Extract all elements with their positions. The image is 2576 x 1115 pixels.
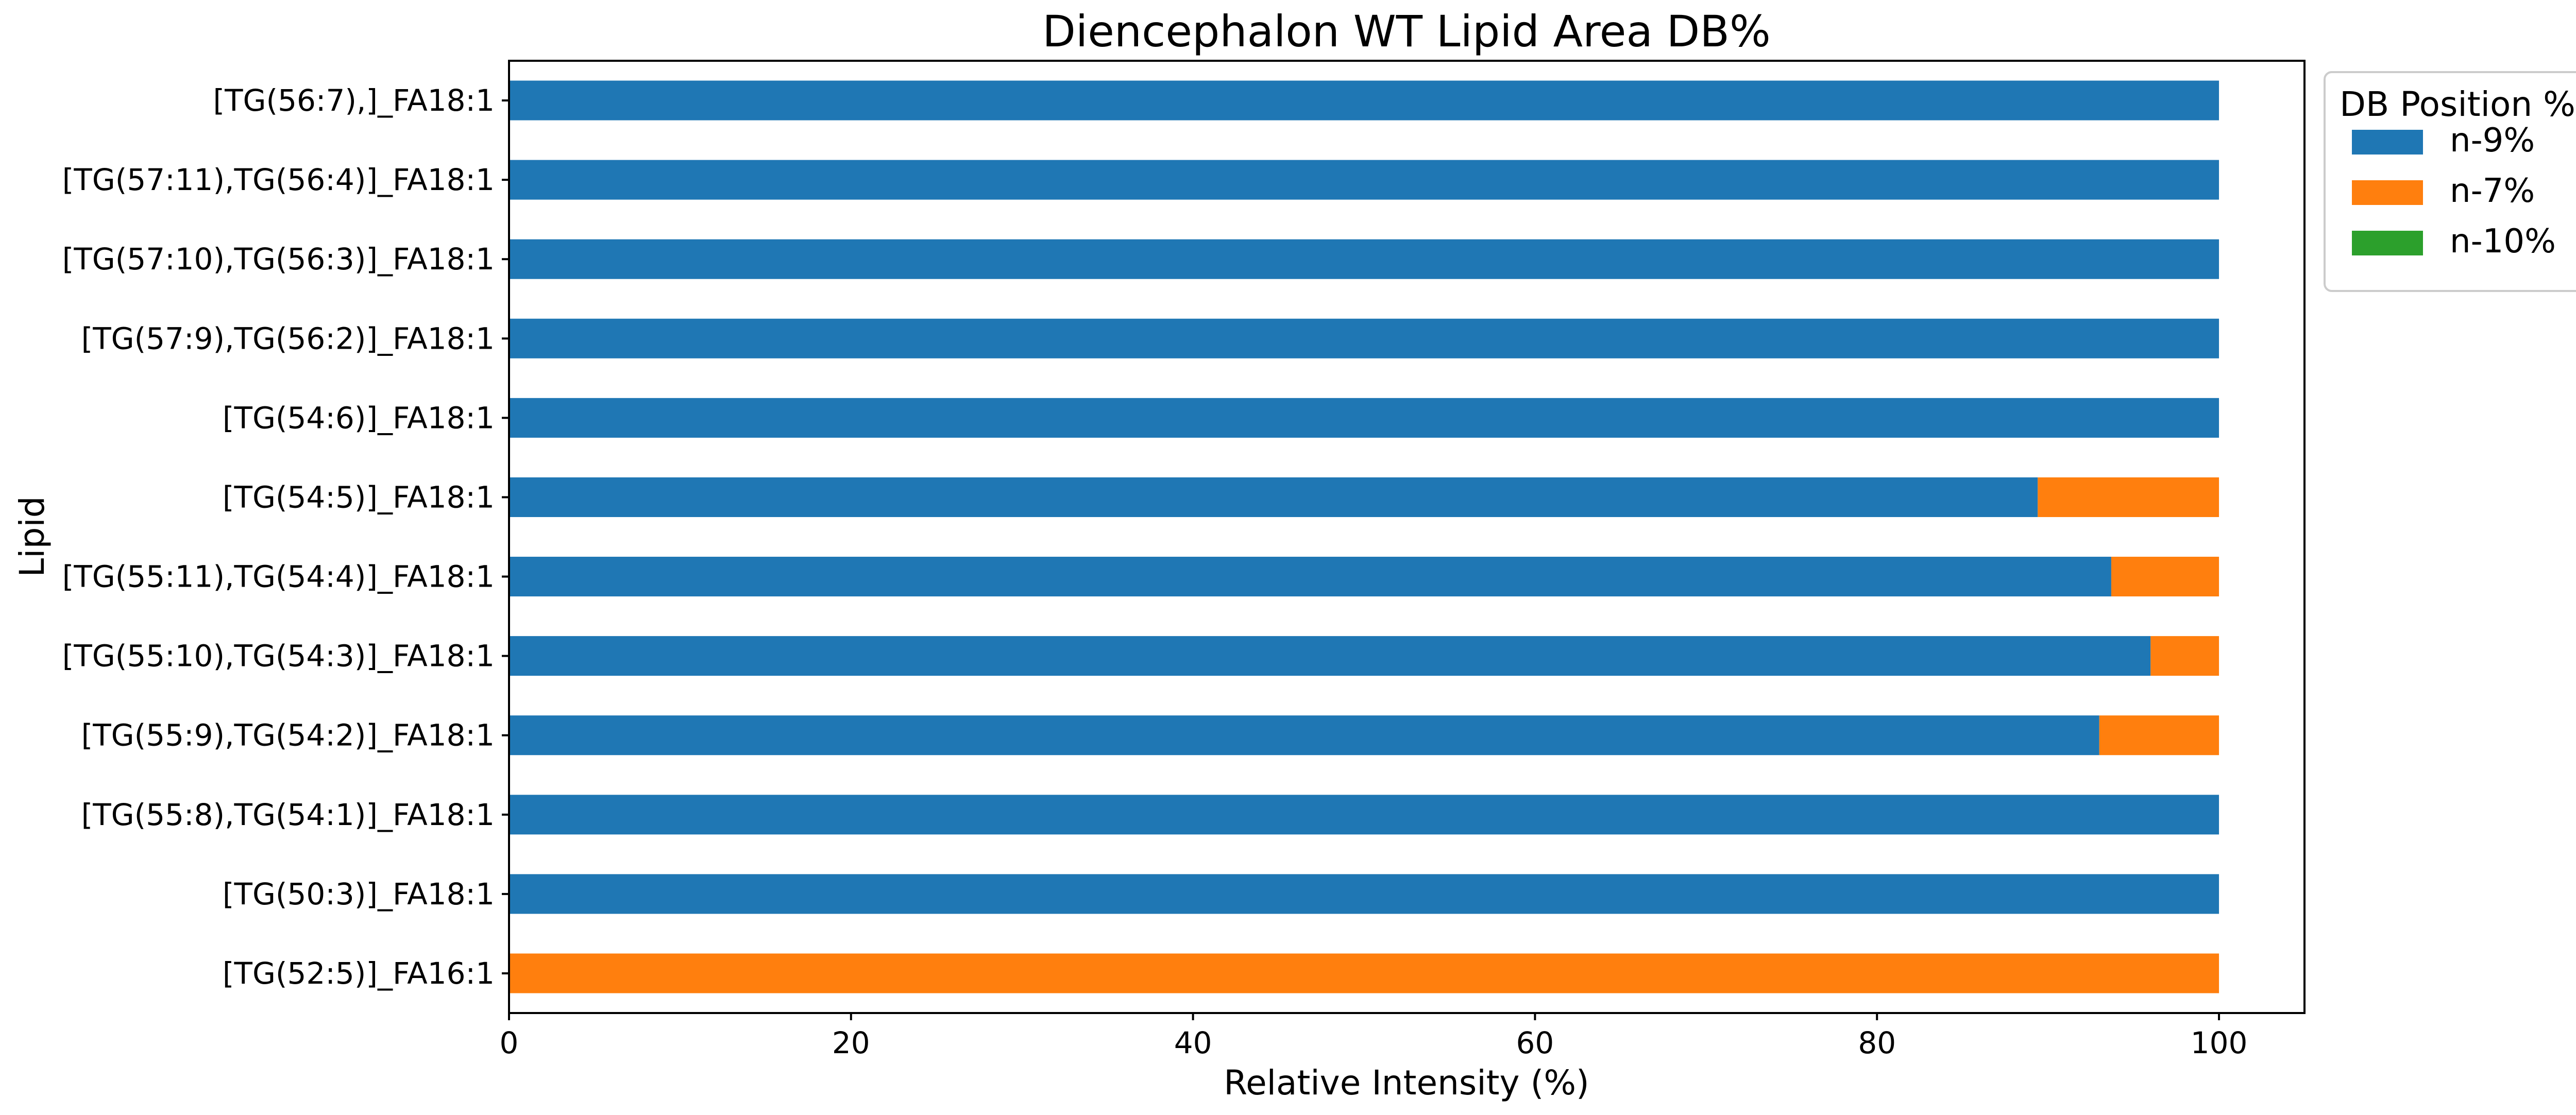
- x-tick-label: 20: [832, 1025, 870, 1060]
- y-axis-ticks: [TG(56:7),]_FA18:1 [TG(57:11),TG(56:4)]_F…: [62, 83, 509, 991]
- x-axis-label: Relative Intensity (%): [1224, 1063, 1589, 1103]
- x-axis-ticks: 0 20 40 60 80 100: [500, 1013, 2248, 1060]
- x-tick-label: 40: [1174, 1025, 1212, 1060]
- y-axis-label: Lipid: [12, 496, 52, 577]
- bar-segment: [2038, 477, 2219, 517]
- bar-segment: [2099, 715, 2219, 756]
- y-tick-label: [TG(55:9),TG(54:2)]_FA18:1: [81, 718, 495, 753]
- y-tick-label: [TG(50:3)]_FA18:1: [223, 877, 495, 912]
- y-tick-label: [TG(57:11),TG(56:4)]_FA18:1: [62, 162, 495, 197]
- x-tick-label: 0: [500, 1025, 519, 1060]
- legend: DB Position % n-9% n-7% n-10%: [2324, 71, 2576, 292]
- bar-segment: [509, 239, 2219, 279]
- bar-segment: [509, 874, 2219, 914]
- bar-segment: [509, 636, 2151, 676]
- bar-segment: [509, 160, 2219, 200]
- y-tick-label: [TG(54:6)]_FA18:1: [223, 400, 495, 435]
- legend-swatch: [2352, 231, 2423, 255]
- plot-area: [509, 61, 2304, 1013]
- legend-swatch: [2352, 180, 2423, 205]
- y-tick-label: [TG(57:10),TG(56:3)]_FA18:1: [62, 242, 495, 277]
- y-tick-label: [TG(57:9),TG(56:2)]_FA18:1: [81, 321, 495, 356]
- x-tick-label: 60: [1516, 1025, 1554, 1060]
- legend-title: DB Position %: [2340, 84, 2575, 124]
- bar-segment: [2111, 557, 2219, 597]
- y-tick-label: [TG(55:11),TG(54:4)]_FA18:1: [62, 559, 495, 594]
- legend-items: n-9% n-7% n-10%: [2352, 122, 2556, 261]
- bar-segment: [509, 318, 2219, 358]
- bar-segment: [509, 715, 2099, 756]
- y-tick-label: [TG(52:5)]_FA16:1: [223, 956, 495, 991]
- y-tick-label: [TG(56:7),]_FA18:1: [213, 83, 495, 118]
- y-tick-label: [TG(54:5)]_FA18:1: [223, 479, 495, 514]
- bar-segment: [509, 398, 2219, 438]
- chart-title: Diencephalon WT Lipid Area DB%: [1042, 6, 1771, 57]
- y-tick-label: [TG(55:10),TG(54:3)]_FA18:1: [62, 639, 495, 674]
- bar-segment: [509, 953, 2219, 993]
- legend-label: n-7%: [2450, 172, 2535, 210]
- bar-segment: [509, 477, 2038, 517]
- bar-segment: [2150, 636, 2219, 676]
- legend-swatch: [2352, 130, 2423, 155]
- x-tick-label: 100: [2191, 1025, 2248, 1060]
- y-tick-label: [TG(55:8),TG(54:1)]_FA18:1: [81, 797, 495, 832]
- legend-label: n-10%: [2450, 222, 2556, 261]
- bars: [509, 80, 2219, 993]
- bar-segment: [509, 795, 2219, 835]
- plot-frame: [508, 60, 2306, 1014]
- bar-segment: [509, 80, 2219, 121]
- bar-segment: [509, 557, 2111, 597]
- legend-label: n-9%: [2450, 122, 2535, 160]
- x-tick-label: 80: [1858, 1025, 1896, 1060]
